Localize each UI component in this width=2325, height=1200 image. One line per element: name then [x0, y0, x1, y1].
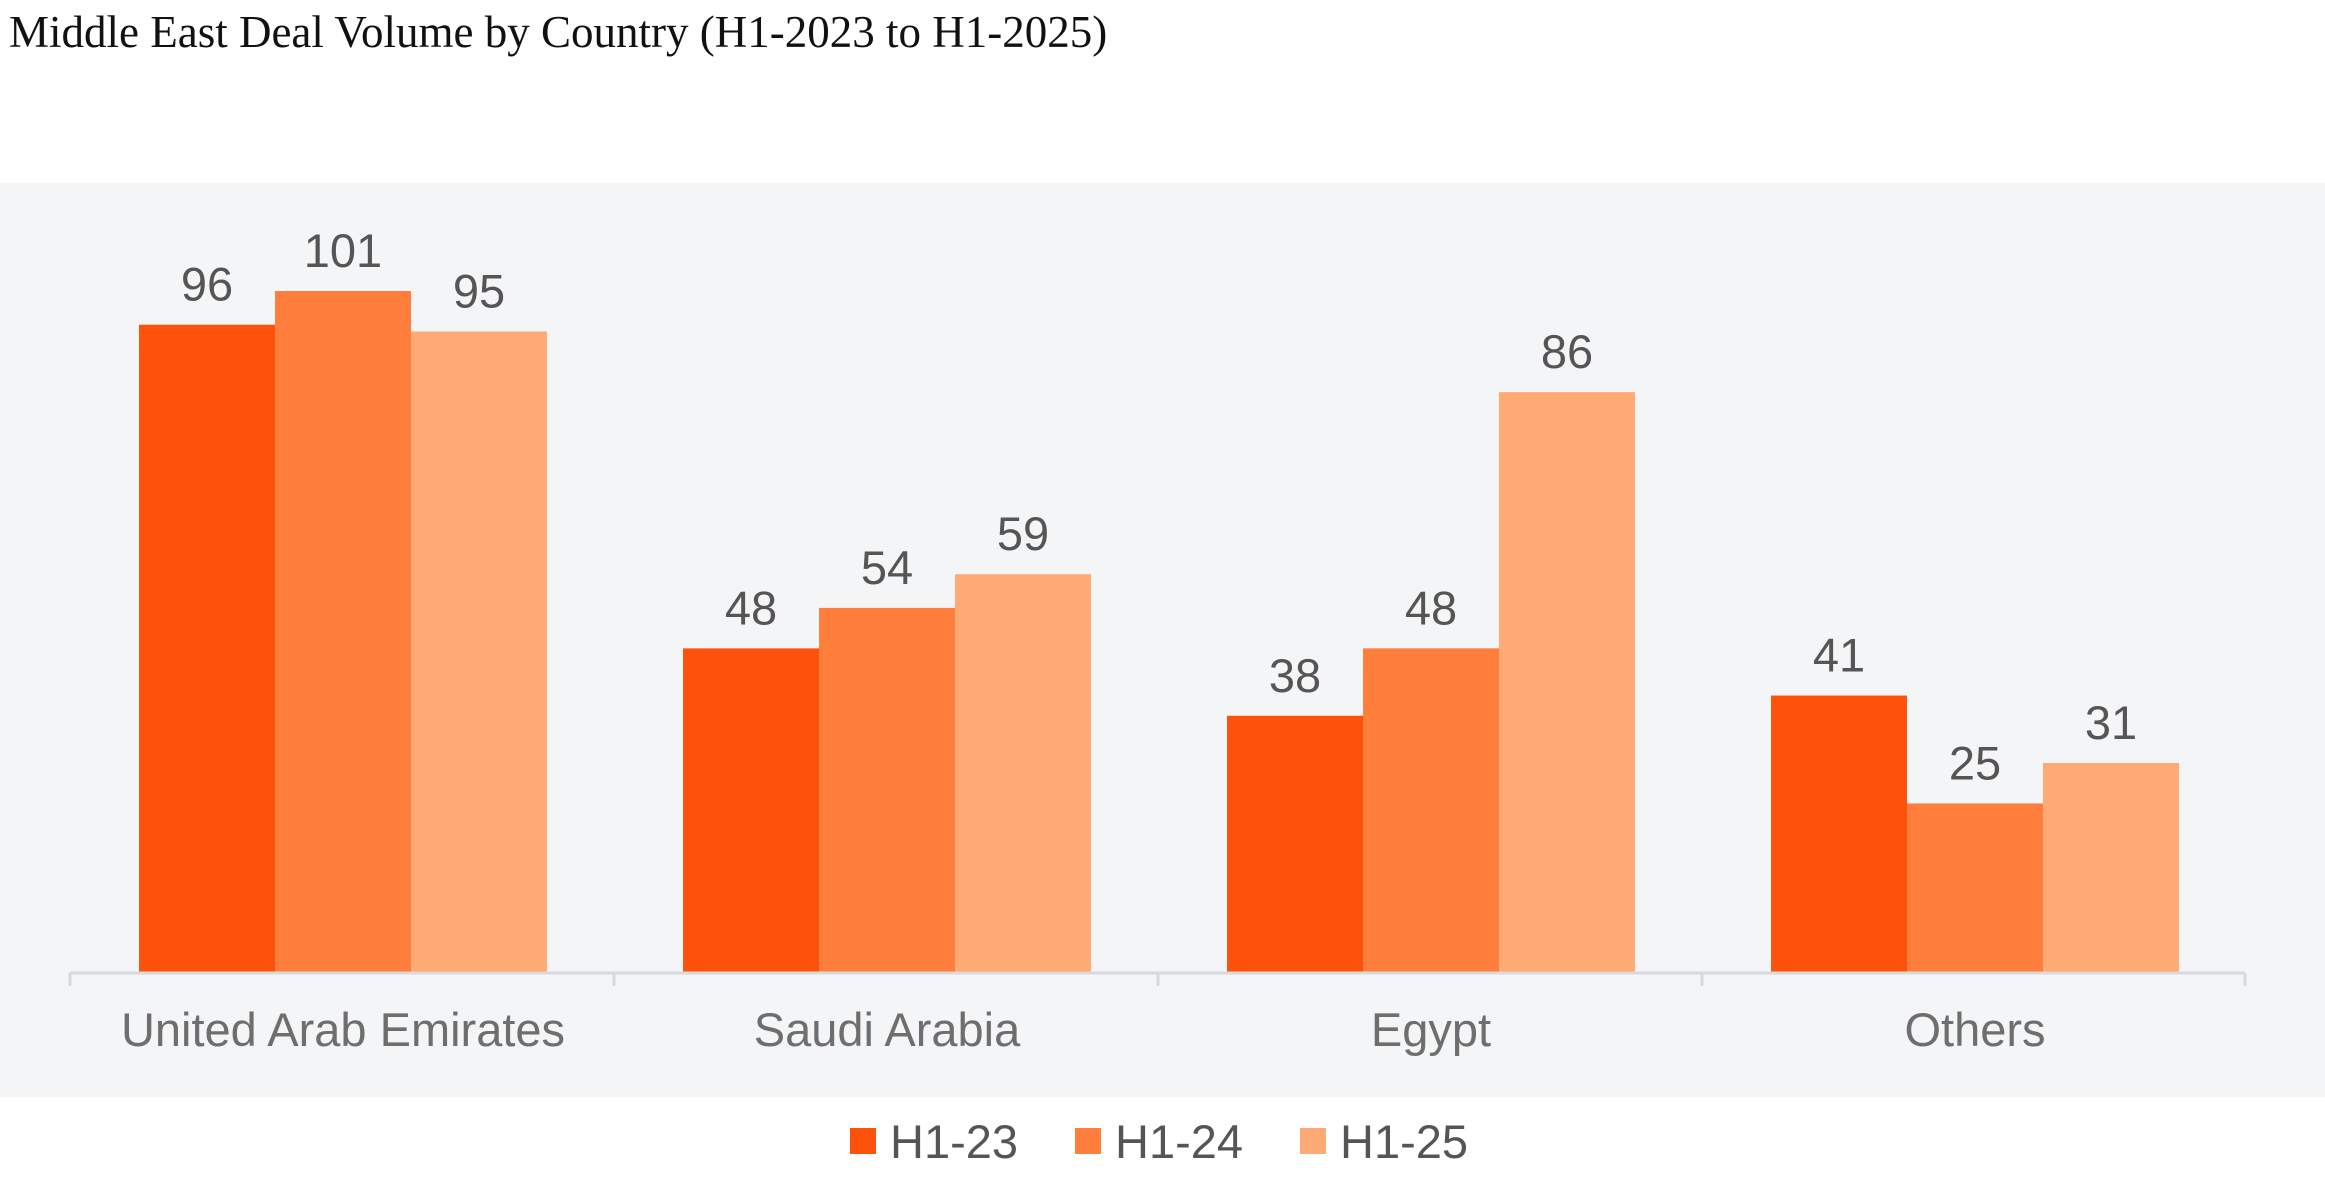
- chart-title: Middle East Deal Volume by Country (H1-2…: [9, 7, 1108, 57]
- legend-label-h1-23: H1-23: [890, 1115, 1018, 1168]
- bar-others-h1-25[interactable]: [2043, 762, 2179, 972]
- category-label-egypt: Egypt: [1371, 1003, 1491, 1056]
- bar-others-h1-24[interactable]: [1907, 803, 2043, 972]
- bar-egypt-h1-23[interactable]: [1227, 715, 1363, 972]
- legend[interactable]: H1-23 H1-24 H1-25: [850, 1115, 1468, 1168]
- legend-swatch-h1-25: [1300, 1128, 1326, 1154]
- legend-item-h1-25[interactable]: H1-25: [1300, 1115, 1468, 1168]
- legend-item-h1-24[interactable]: H1-24: [1075, 1115, 1243, 1168]
- bar-others-h1-23[interactable]: [1771, 695, 1907, 972]
- value-labels-layer: 96 101 95 48 54 59 38 48 86 41 25 31: [181, 224, 2137, 789]
- data-label-united-arab-emirates-h1-24: 101: [304, 224, 382, 277]
- data-label-others-h1-24: 25: [1949, 736, 2001, 789]
- legend-item-h1-23[interactable]: H1-23: [850, 1115, 1018, 1168]
- category-label-saudi-arabia: Saudi Arabia: [754, 1003, 1021, 1056]
- data-label-saudi-arabia-h1-24: 54: [861, 541, 913, 594]
- data-label-united-arab-emirates-h1-23: 96: [181, 258, 233, 311]
- category-label-united-arab-emirates: United Arab Emirates: [121, 1003, 565, 1056]
- category-labels-layer: United Arab Emirates Saudi Arabia Egypt Oth…: [121, 1003, 2046, 1056]
- legend-label-h1-24: H1-24: [1115, 1115, 1243, 1168]
- category-label-others: Others: [1904, 1003, 2045, 1056]
- bar-saudi-arabia-h1-23[interactable]: [683, 648, 819, 972]
- bar-egypt-h1-24[interactable]: [1363, 648, 1499, 972]
- bars-layer: [139, 291, 2179, 972]
- legend-label-h1-25: H1-25: [1340, 1115, 1468, 1168]
- bar-saudi-arabia-h1-25[interactable]: [955, 574, 1091, 972]
- data-label-saudi-arabia-h1-23: 48: [725, 581, 777, 634]
- data-label-united-arab-emirates-h1-25: 95: [453, 264, 505, 317]
- data-label-egypt-h1-23: 38: [1269, 649, 1321, 702]
- data-label-egypt-h1-24: 48: [1405, 581, 1457, 634]
- legend-swatch-h1-23: [850, 1128, 876, 1154]
- data-label-others-h1-25: 31: [2085, 696, 2137, 749]
- data-label-saudi-arabia-h1-25: 59: [997, 507, 1049, 560]
- bar-egypt-h1-25[interactable]: [1499, 392, 1635, 972]
- legend-swatch-h1-24: [1075, 1128, 1101, 1154]
- bar-united-arab-emirates-h1-25[interactable]: [411, 331, 547, 972]
- bar-saudi-arabia-h1-24[interactable]: [819, 607, 955, 972]
- bar-united-arab-emirates-h1-23[interactable]: [139, 324, 275, 972]
- data-label-egypt-h1-25: 86: [1541, 325, 1593, 378]
- bar-united-arab-emirates-h1-24[interactable]: [275, 291, 411, 972]
- data-label-others-h1-23: 41: [1813, 629, 1865, 682]
- x-axis: [68, 971, 2247, 986]
